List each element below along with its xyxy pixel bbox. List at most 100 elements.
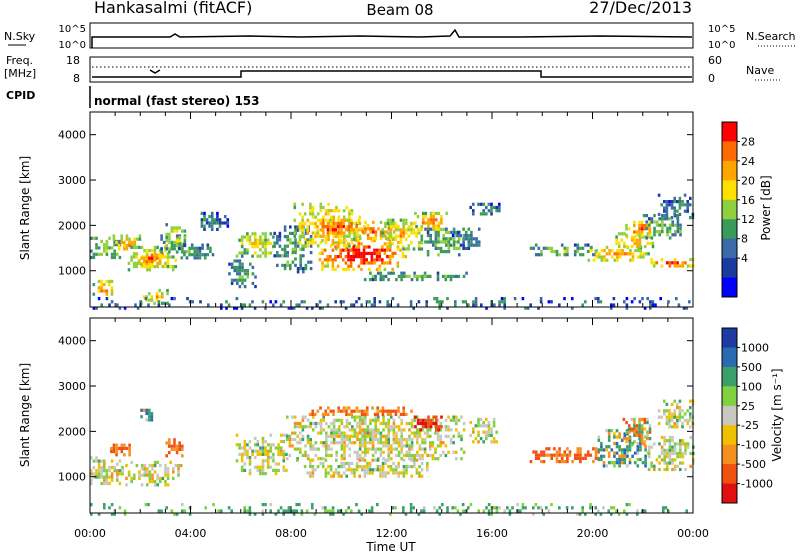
range-cell: [97, 512, 101, 516]
range-cell: [379, 468, 382, 472]
range-cell: [356, 233, 359, 237]
range-cell: [399, 237, 403, 241]
range-cell: [165, 506, 168, 510]
range-cell: [145, 261, 149, 265]
range-cell: [655, 223, 659, 227]
range-cell: [597, 448, 601, 452]
range-cell: [311, 465, 315, 469]
range-cell: [299, 263, 302, 267]
range-cell: [366, 468, 369, 472]
range-cell: [286, 434, 289, 438]
range-cell: [364, 441, 367, 445]
range-cell: [274, 512, 278, 516]
range-cell: [472, 300, 475, 304]
range-cell: [323, 248, 327, 252]
range-cell: [331, 231, 335, 235]
range-cell: [230, 281, 234, 285]
range-cell: [145, 255, 149, 259]
range-cell: [358, 444, 362, 448]
range-cell: [326, 258, 329, 262]
range-cell: [644, 448, 647, 452]
range-cell: [332, 431, 336, 435]
range-cell: [110, 503, 114, 507]
range-cell: [595, 255, 598, 259]
range-cell: [116, 475, 119, 479]
range-cell: [607, 445, 611, 449]
range-cell: [438, 306, 441, 310]
range-cell: [158, 288, 161, 293]
range-cell: [248, 241, 252, 245]
range-cell: [477, 424, 480, 428]
range-cell: [108, 469, 111, 473]
range-cell: [392, 425, 396, 429]
range-cell: [309, 205, 312, 210]
range-cell: [386, 409, 390, 413]
freq-trace: [92, 70, 692, 78]
range-cell: [647, 467, 651, 472]
range-cell: [269, 503, 272, 507]
range-cell: [319, 221, 323, 226]
range-cell: [364, 447, 367, 451]
range-cell: [400, 271, 403, 275]
range-cell: [600, 457, 603, 462]
range-cell: [331, 261, 335, 265]
range-cell: [311, 458, 315, 462]
range-cell: [159, 480, 162, 484]
range-cell: [464, 509, 467, 513]
range-cell: [175, 447, 179, 451]
range-cell: [382, 278, 385, 282]
range-cell: [382, 434, 385, 438]
range-cell: [324, 412, 327, 416]
range-cell: [671, 220, 674, 224]
range-cell: [645, 220, 648, 224]
range-cell: [679, 223, 682, 227]
range-cell: [429, 211, 433, 215]
range-cell: [389, 409, 392, 413]
range-cell: [467, 506, 470, 510]
range-cell: [396, 261, 400, 265]
range-cell: [638, 300, 642, 304]
range-cell: [402, 225, 405, 229]
range-cell: [400, 447, 403, 451]
range-cell: [353, 431, 357, 435]
range-cell: [371, 428, 375, 432]
range-cell: [435, 421, 438, 426]
range-cell: [440, 218, 443, 222]
range-cell: [689, 412, 692, 416]
range-cell: [311, 212, 315, 216]
range-cell: [288, 444, 292, 448]
range-cell: [374, 450, 377, 454]
range-cell: [287, 509, 291, 513]
range-cell: [638, 238, 642, 242]
range-cell: [469, 205, 472, 210]
range-cell: [133, 237, 136, 241]
range-cell: [665, 422, 669, 426]
range-cell: [397, 406, 400, 410]
range-cell: [309, 221, 312, 226]
range-cell: [347, 406, 351, 410]
range-cell: [264, 306, 267, 310]
range-cell: [653, 464, 656, 468]
range-cell: [153, 249, 157, 253]
range-cell: [332, 412, 335, 416]
range-cell: [671, 223, 674, 227]
range-cell: [164, 261, 167, 265]
range-cell: [313, 512, 317, 516]
range-cell: [452, 240, 456, 244]
range-cell: [325, 437, 328, 442]
range-cell: [382, 415, 385, 419]
range-cell: [168, 247, 171, 251]
range-cell: [108, 475, 111, 479]
range-cell: [616, 258, 619, 262]
range-cell: [415, 274, 419, 278]
range-cell: [446, 509, 449, 513]
range-cell: [650, 461, 653, 465]
range-cell: [353, 409, 356, 413]
range-cell: [586, 243, 590, 247]
range-cell: [420, 461, 424, 465]
range-cell: [394, 471, 398, 475]
range-cell: [193, 249, 197, 254]
range-cell: [151, 464, 154, 468]
range-cell: [358, 234, 362, 238]
range-cell: [653, 220, 656, 224]
